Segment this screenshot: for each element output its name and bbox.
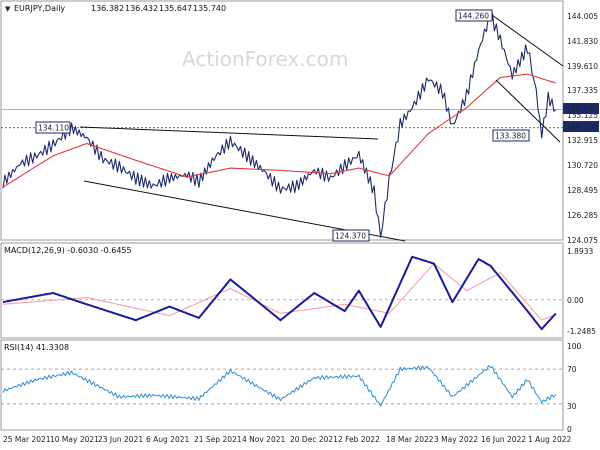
ohlc-close: 135.740 — [193, 4, 226, 13]
ohlc-low: 135.647 — [159, 4, 192, 13]
price-series — [2, 13, 557, 238]
x-tick: 16 Jun 2022 — [481, 435, 526, 444]
macd-title: MACD(12,26,9) -0.6030 -0.6455 — [4, 246, 132, 255]
last-price-tag-bg — [563, 103, 599, 114]
watermark: ActionForex.com — [182, 47, 348, 71]
price-tick: 126.285 — [567, 211, 598, 220]
price-tick: 132.915 — [567, 136, 598, 145]
macd-marks — [1, 255, 563, 331]
x-tick: 6 Aug 2021 — [146, 435, 189, 444]
x-tick: 25 Mar 2021 — [3, 435, 51, 444]
support-price-tag-text: 134.110 — [566, 123, 597, 132]
signal-line — [2, 263, 556, 321]
annotation-high: 144.260 — [458, 12, 489, 21]
price-y-axis: 144.005 141.830 139.610 137.335 135.125 … — [567, 12, 598, 245]
x-tick: 4 Nov 2021 — [242, 435, 285, 444]
price-marks — [2, 13, 557, 238]
last-price-tag: 135.740 — [563, 103, 599, 114]
rsi-tick: 70 — [567, 365, 577, 374]
x-tick: 20 Dec 2021 — [290, 435, 338, 444]
ohlc-high: 136.432 — [125, 4, 158, 13]
price-tick: 139.610 — [567, 62, 598, 71]
moving-average-line — [2, 73, 556, 188]
price-annotations: 144.260 134.110 133.380 124.370 — [35, 9, 530, 242]
upper-trendline — [79, 126, 379, 140]
x-tick: 1 Aug 2022 — [528, 435, 571, 444]
annotation-low: 124.370 — [335, 232, 366, 241]
macd-panel-frame — [0, 242, 564, 339]
x-tick: 23 Jun 2021 — [98, 435, 143, 444]
price-title-label: EURJPY,Daily — [14, 4, 65, 13]
support-price-tag: 134.110 — [563, 121, 599, 132]
rsi-tick: 100 — [567, 342, 582, 351]
macd-tick: -1.2485 — [567, 327, 596, 336]
price-tick: 135.125 — [567, 111, 598, 120]
rsi-y-axis: 100 70 30 0 — [567, 342, 582, 434]
annotation-high-box — [455, 9, 493, 22]
x-tick: 10 May 2021 — [50, 435, 99, 444]
channel-lower-line — [495, 79, 561, 143]
macd-tick: 1.8933 — [567, 247, 593, 256]
annotation-pullback-box — [492, 129, 530, 142]
macd-tick: 0.00 — [567, 296, 584, 305]
annotation-low-box — [332, 229, 370, 242]
annotation-left: 134.110 — [38, 124, 69, 133]
price-tick: 124.075 — [567, 236, 598, 245]
support-price-tag-bg — [563, 121, 599, 132]
price-title-icon: ▼ — [5, 5, 11, 13]
rsi-title: RSI(14) 41.3308 — [4, 343, 69, 352]
price-tick: 144.005 — [567, 12, 598, 21]
x-tick: 3 May 2022 — [434, 435, 478, 444]
rsi-marks — [1, 365, 563, 407]
rsi-tick: 0 — [567, 425, 572, 434]
macd-line — [2, 255, 557, 331]
price-tick: 137.335 — [567, 86, 598, 95]
rsi-tick: 30 — [567, 402, 577, 411]
price-tick: 130.720 — [567, 161, 598, 170]
last-price-tag-text: 135.740 — [566, 105, 597, 114]
rsi-panel-frame — [0, 339, 564, 431]
price-tick: 141.830 — [567, 37, 598, 46]
x-tick: 18 Mar 2022 — [386, 435, 434, 444]
channel-upper-line — [491, 14, 564, 67]
x-axis: 25 Mar 2021 10 May 2021 23 Jun 2021 6 Au… — [3, 435, 571, 444]
price-panel-frame — [0, 0, 564, 241]
price-title: ▼ EURJPY,Daily 136.382 136.432 135.647 1… — [5, 4, 226, 13]
x-tick: 2 Feb 2022 — [338, 435, 380, 444]
annotation-left-box — [35, 121, 71, 134]
rsi-line — [2, 365, 557, 407]
ohlc-open: 136.382 — [91, 4, 124, 13]
price-tick: 128.495 — [567, 186, 598, 195]
annotation-pullback: 133.380 — [495, 132, 526, 141]
macd-y-axis: 1.8933 0.00 -1.2485 — [567, 247, 596, 336]
x-tick: 21 Sep 2021 — [194, 435, 242, 444]
